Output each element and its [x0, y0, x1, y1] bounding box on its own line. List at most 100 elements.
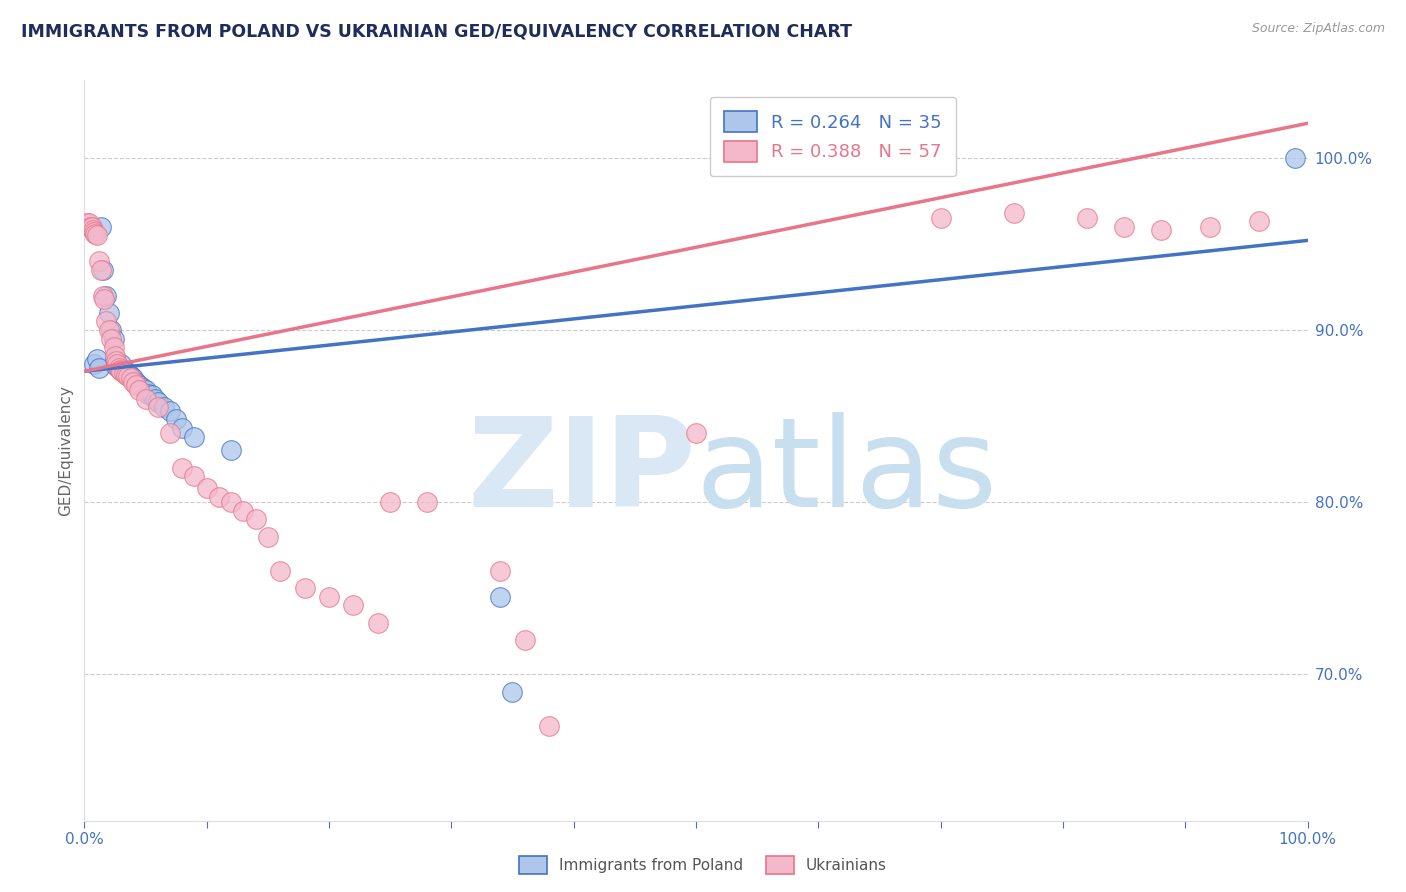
Point — [269, 564, 291, 578]
Point — [77, 216, 100, 230]
Text: Source: ZipAtlas.com: Source: ZipAtlas.com — [1251, 22, 1385, 36]
Point — [165, 412, 187, 426]
Point — [1002, 206, 1025, 220]
Point — [195, 481, 218, 495]
Point — [143, 392, 166, 406]
Point — [80, 219, 103, 234]
Point — [513, 632, 536, 647]
Point — [96, 288, 118, 302]
Point — [120, 371, 142, 385]
Point — [208, 490, 231, 504]
Point — [1150, 223, 1173, 237]
Point — [183, 430, 205, 444]
Point — [135, 392, 157, 406]
Point — [416, 495, 439, 509]
Point — [380, 495, 402, 509]
Point — [153, 401, 176, 415]
Point — [93, 292, 115, 306]
Point — [122, 371, 145, 385]
Point — [104, 352, 127, 367]
Point — [108, 362, 131, 376]
Point — [84, 227, 107, 241]
Text: ZIP: ZIP — [467, 412, 696, 533]
Point — [100, 332, 122, 346]
Point — [1076, 211, 1098, 225]
Point — [132, 382, 155, 396]
Point — [112, 366, 135, 380]
Point — [112, 362, 135, 376]
Point — [91, 288, 114, 302]
Point — [103, 332, 125, 346]
Point — [117, 366, 139, 380]
Point — [232, 504, 254, 518]
Point — [257, 530, 280, 544]
Point — [159, 426, 181, 441]
Point — [105, 354, 128, 368]
Point — [502, 684, 524, 698]
Point — [489, 590, 512, 604]
Point — [103, 340, 125, 354]
Point — [76, 216, 98, 230]
Point — [115, 368, 138, 382]
Point — [122, 375, 145, 389]
Point — [1284, 151, 1306, 165]
Text: atlas: atlas — [696, 412, 998, 533]
Point — [120, 369, 142, 384]
Point — [245, 512, 267, 526]
Point — [172, 460, 194, 475]
Point — [141, 388, 163, 402]
Point — [367, 615, 389, 630]
Y-axis label: GED/Equivalency: GED/Equivalency — [58, 385, 73, 516]
Point — [82, 223, 104, 237]
Point — [1247, 214, 1270, 228]
Point — [136, 386, 159, 401]
Point — [117, 369, 139, 384]
Point — [97, 323, 120, 337]
Point — [86, 228, 108, 243]
Point — [219, 443, 242, 458]
Point — [87, 360, 110, 375]
Point — [86, 352, 108, 367]
Point — [104, 349, 127, 363]
Point — [87, 254, 110, 268]
Point — [96, 314, 118, 328]
Point — [318, 590, 340, 604]
Point — [172, 421, 194, 435]
Point — [91, 262, 114, 277]
Point — [294, 581, 316, 595]
Point — [183, 469, 205, 483]
Legend: Immigrants from Poland, Ukrainians: Immigrants from Poland, Ukrainians — [513, 850, 893, 880]
Point — [90, 262, 112, 277]
Point — [538, 719, 561, 733]
Point — [929, 211, 952, 225]
Point — [159, 404, 181, 418]
Point — [1114, 219, 1136, 234]
Point — [105, 359, 128, 373]
Legend: R = 0.264   N = 35, R = 0.388   N = 57: R = 0.264 N = 35, R = 0.388 N = 57 — [710, 96, 956, 177]
Point — [83, 225, 105, 239]
Point — [79, 219, 101, 234]
Point — [125, 378, 148, 392]
Point — [489, 564, 512, 578]
Point — [219, 495, 242, 509]
Point — [107, 360, 129, 375]
Point — [110, 364, 132, 378]
Point — [107, 360, 129, 375]
Point — [135, 383, 157, 397]
Point — [97, 306, 120, 320]
Point — [90, 219, 112, 234]
Point — [128, 383, 150, 397]
Point — [146, 401, 169, 415]
Point — [83, 357, 105, 371]
Point — [685, 426, 707, 441]
Point — [110, 357, 132, 371]
Point — [115, 364, 138, 378]
Point — [1198, 219, 1220, 234]
Point — [105, 357, 128, 371]
Point — [100, 323, 122, 337]
Point — [128, 378, 150, 392]
Point — [342, 599, 364, 613]
Point — [125, 375, 148, 389]
Text: IMMIGRANTS FROM POLAND VS UKRAINIAN GED/EQUIVALENCY CORRELATION CHART: IMMIGRANTS FROM POLAND VS UKRAINIAN GED/… — [21, 22, 852, 40]
Point — [146, 395, 169, 409]
